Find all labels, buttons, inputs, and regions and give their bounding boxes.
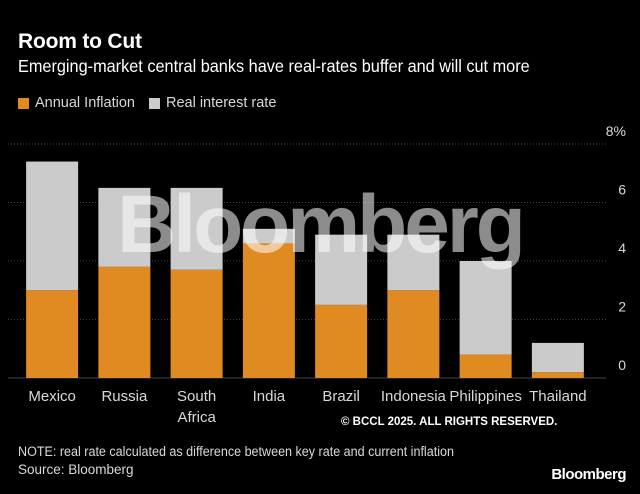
x-tick-label: Indonesia [381,388,447,405]
chart-title: Room to Cut [18,30,142,53]
bar-inflation [387,290,440,378]
bar-real-rate [26,161,79,291]
bar-inflation [315,304,368,378]
bar-real-rate [315,234,368,305]
legend-label-real-rate: Real interest rate [165,95,277,111]
legend-label-inflation: Annual Inflation [35,95,135,111]
x-tick-label: Russia [101,388,148,405]
x-tick-label: Africa [177,409,216,426]
source-line: Source: Bloomberg [18,462,134,477]
bar-real-rate [242,228,295,244]
bar-inflation [531,372,584,378]
bar-real-rate [98,187,151,267]
x-tick-label: India [253,388,286,405]
bar-real-rate [531,342,584,373]
bar-real-rate [387,234,440,291]
bar-inflation [98,266,151,378]
y-tick-label: 0 [618,357,626,373]
x-tick-label: Thailand [529,388,587,405]
y-tick-label: 8% [606,123,626,139]
legend-swatch-real-rate [148,97,160,109]
bar-inflation [459,354,512,378]
x-tick-label: South [177,388,216,405]
copyright-notice: © BCCL 2025. ALL RIGHTS RESERVED. [341,416,558,428]
footnote: NOTE: real rate calculated as difference… [18,444,454,459]
bar-inflation [242,243,295,378]
legend-swatch-inflation [18,97,29,109]
x-tick-label: Brazil [322,388,360,405]
bar-real-rate [170,187,223,270]
x-tick-label: Philippines [449,388,522,405]
legend: Annual Inflation Real interest rate [18,95,290,111]
y-tick-label: 4 [618,240,626,256]
chart-subtitle: Emerging-market central banks have real-… [18,56,530,76]
y-tick-label: 6 [618,182,626,198]
legend-item-real-rate: Real interest rate [148,95,277,111]
bar-real-rate [459,261,512,355]
bar-inflation [170,269,223,378]
legend-item-inflation: Annual Inflation [18,95,135,111]
bar-inflation [26,290,79,378]
bloomberg-logo: Bloomberg [551,466,626,483]
x-tick-label: Mexico [28,388,76,405]
y-tick-label: 2 [618,299,626,315]
